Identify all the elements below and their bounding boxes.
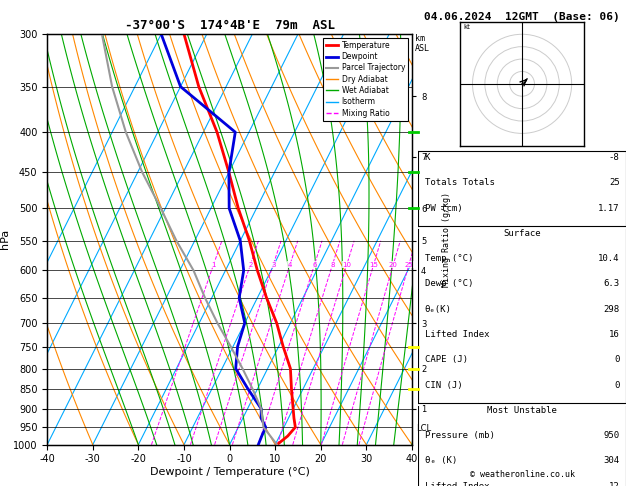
Text: Lifted Index: Lifted Index [425, 482, 489, 486]
Text: 20: 20 [389, 262, 398, 268]
X-axis label: Dewpoint / Temperature (°C): Dewpoint / Temperature (°C) [150, 467, 309, 477]
Text: © weatheronline.co.uk: © weatheronline.co.uk [470, 469, 574, 479]
Text: 04.06.2024  12GMT  (Base: 06): 04.06.2024 12GMT (Base: 06) [424, 12, 620, 22]
Text: K: K [425, 153, 430, 162]
Text: 6: 6 [312, 262, 317, 268]
Text: 1.17: 1.17 [598, 204, 620, 213]
Text: CIN (J): CIN (J) [425, 381, 462, 390]
Text: 0: 0 [615, 355, 620, 364]
Text: 16: 16 [609, 330, 620, 339]
Y-axis label: hPa: hPa [0, 229, 10, 249]
Text: CAPE (J): CAPE (J) [425, 355, 467, 364]
Text: Dewp (°C): Dewp (°C) [425, 279, 473, 289]
Text: Totals Totals: Totals Totals [425, 178, 494, 188]
Text: 15: 15 [369, 262, 378, 268]
Text: 1: 1 [211, 262, 216, 268]
Text: 8: 8 [330, 262, 335, 268]
Text: 25: 25 [404, 262, 413, 268]
Text: Surface: Surface [503, 229, 541, 238]
Text: θₑ (K): θₑ (K) [425, 456, 457, 466]
Text: θₑ(K): θₑ(K) [425, 305, 452, 314]
Text: 12: 12 [609, 482, 620, 486]
Text: LCL: LCL [416, 424, 431, 434]
Text: PW (cm): PW (cm) [425, 204, 462, 213]
Text: 950: 950 [603, 431, 620, 440]
Legend: Temperature, Dewpoint, Parcel Trajectory, Dry Adiabat, Wet Adiabat, Isotherm, Mi: Temperature, Dewpoint, Parcel Trajectory… [323, 38, 408, 121]
Text: 6.3: 6.3 [603, 279, 620, 289]
Text: -8: -8 [609, 153, 620, 162]
Text: Mixing Ratio (g/kg): Mixing Ratio (g/kg) [442, 192, 451, 287]
Text: Lifted Index: Lifted Index [425, 330, 489, 339]
Text: kt: kt [464, 24, 470, 30]
Text: 298: 298 [603, 305, 620, 314]
Text: 2: 2 [248, 262, 253, 268]
Text: 0: 0 [615, 381, 620, 390]
Text: 10.4: 10.4 [598, 254, 620, 263]
Text: Pressure (mb): Pressure (mb) [425, 431, 494, 440]
Text: Temp (°C): Temp (°C) [425, 254, 473, 263]
Text: km
ASL: km ASL [415, 34, 430, 53]
Text: 10: 10 [342, 262, 351, 268]
Text: Most Unstable: Most Unstable [487, 406, 557, 415]
Text: 3: 3 [271, 262, 276, 268]
Text: 304: 304 [603, 456, 620, 466]
Text: 25: 25 [609, 178, 620, 188]
Text: 4: 4 [288, 262, 292, 268]
Text: -37°00'S  174°4B'E  79m  ASL: -37°00'S 174°4B'E 79m ASL [125, 18, 335, 32]
